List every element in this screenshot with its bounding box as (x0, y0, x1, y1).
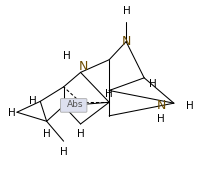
Text: H: H (43, 129, 50, 139)
Text: N: N (156, 99, 166, 112)
Text: N: N (79, 60, 88, 73)
Text: H: H (149, 79, 156, 89)
Text: H: H (63, 51, 71, 61)
Text: N: N (122, 35, 131, 48)
Text: H: H (157, 113, 165, 124)
Text: H: H (29, 96, 37, 106)
FancyBboxPatch shape (60, 99, 87, 112)
Text: H: H (77, 129, 84, 139)
Text: H: H (123, 6, 131, 16)
Text: H: H (186, 101, 194, 111)
Text: H: H (8, 108, 15, 118)
Text: Abs: Abs (67, 100, 84, 109)
Text: H: H (60, 147, 67, 157)
Text: H: H (105, 89, 113, 99)
